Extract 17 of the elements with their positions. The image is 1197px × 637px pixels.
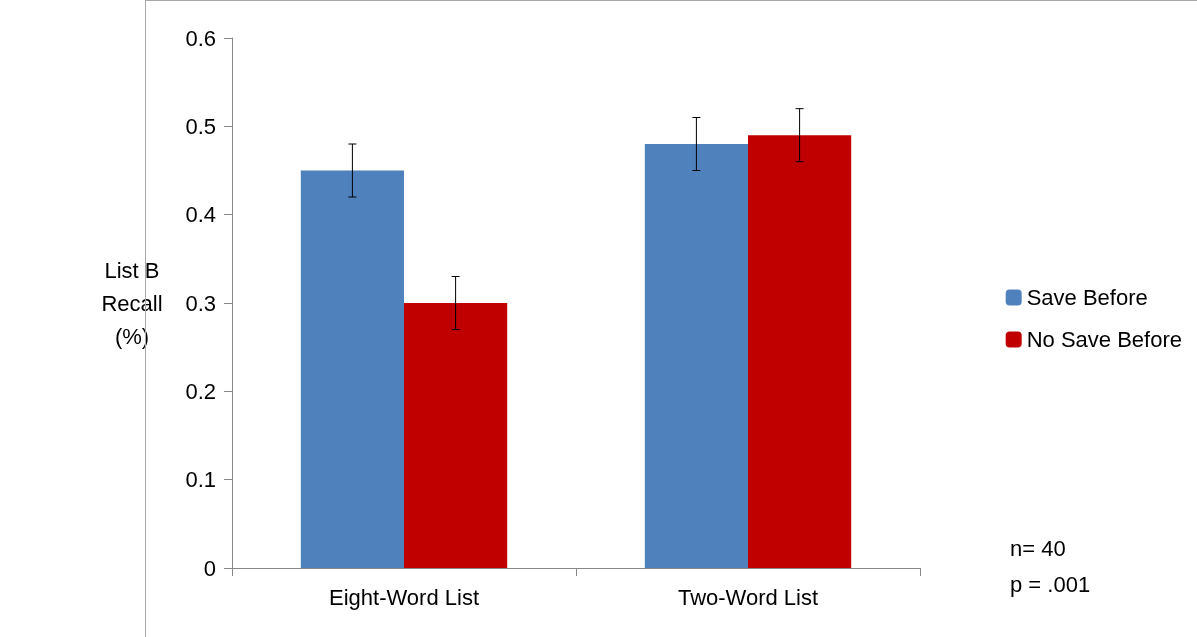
x-tick-label: Two-Word List bbox=[677, 584, 819, 610]
y-tick-label: 0.5 bbox=[185, 113, 216, 139]
bar bbox=[300, 170, 404, 568]
y-tick-label: 0.3 bbox=[185, 290, 216, 316]
bar bbox=[748, 135, 852, 568]
y-tick-label: 0.4 bbox=[185, 202, 216, 228]
y-tick-label: 0.6 bbox=[185, 25, 216, 51]
legend-label: Save Before bbox=[1026, 285, 1148, 310]
bar bbox=[644, 144, 748, 568]
y-tick-label: 0.1 bbox=[185, 467, 216, 493]
text: n= 40 bbox=[1010, 535, 1066, 561]
bar bbox=[404, 303, 508, 568]
y-tick-label: 0 bbox=[203, 555, 216, 581]
legend-label: No Save Before bbox=[1026, 327, 1182, 352]
x-tick-label: Eight-Word List bbox=[329, 584, 479, 610]
y-tick-label: 0.2 bbox=[185, 378, 216, 404]
text: p = .001 bbox=[1010, 571, 1091, 597]
